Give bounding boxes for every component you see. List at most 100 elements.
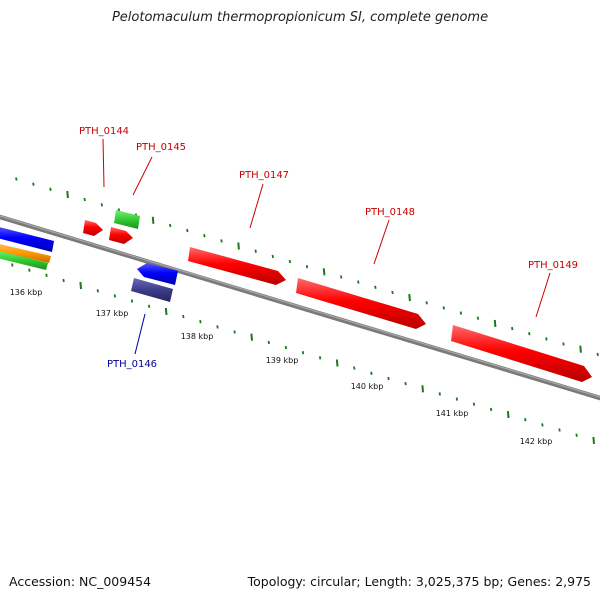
outer-minor-tick bbox=[476, 316, 480, 320]
inner-major-tick bbox=[79, 282, 82, 290]
outer-major-tick bbox=[408, 294, 411, 302]
inner-minor-tick bbox=[182, 314, 185, 319]
outer-minor-tick bbox=[83, 197, 86, 202]
gene-label-pth-0145: PTH_0145 bbox=[136, 142, 186, 153]
outer-minor-tick bbox=[32, 182, 35, 186]
inner-minor-tick bbox=[387, 376, 390, 381]
outer-minor-tick bbox=[545, 337, 548, 341]
outer-minor-tick bbox=[528, 332, 531, 336]
outer-minor-tick bbox=[15, 177, 18, 181]
inner-tick-row bbox=[11, 263, 595, 444]
gene-label-pth-0146: PTH_0146 bbox=[107, 359, 157, 370]
outer-minor-tick bbox=[596, 352, 599, 357]
outer-tick-row bbox=[15, 177, 599, 357]
outer-minor-tick bbox=[391, 290, 394, 295]
gene-label-pth-0149: PTH_0149 bbox=[528, 260, 578, 271]
outer-minor-tick bbox=[357, 280, 360, 284]
map-title: Pelotomaculum thermopropionicum SI, comp… bbox=[111, 10, 489, 25]
outer-minor-tick bbox=[340, 275, 343, 279]
gene-label-pth-0144: PTH_0144 bbox=[79, 126, 129, 137]
inner-minor-tick bbox=[62, 278, 65, 283]
inner-minor-tick bbox=[11, 263, 14, 267]
inner-minor-tick bbox=[541, 423, 544, 427]
gene-arrow-pth-0145 bbox=[109, 227, 133, 244]
outer-minor-tick bbox=[305, 265, 309, 269]
outer-minor-tick bbox=[425, 301, 428, 305]
inner-minor-tick bbox=[130, 299, 134, 303]
forward-genes bbox=[83, 220, 592, 382]
gene-arrow-pth-0148 bbox=[296, 278, 426, 329]
inner-minor-tick bbox=[489, 407, 493, 412]
inner-major-tick bbox=[164, 307, 168, 315]
scale-label-140: 140 kbp bbox=[351, 382, 384, 391]
leader-line-pth-0144 bbox=[102, 138, 105, 188]
outer-major-tick bbox=[151, 216, 155, 224]
inner-minor-tick bbox=[233, 330, 236, 334]
scale-label-137: 137 kbp bbox=[96, 309, 129, 318]
scale-label-136: 136 kbp bbox=[10, 288, 43, 297]
leader-line-pth-0145 bbox=[132, 156, 153, 196]
inner-minor-tick bbox=[455, 397, 459, 401]
inner-minor-tick bbox=[318, 356, 322, 360]
inner-minor-tick bbox=[267, 340, 270, 345]
inner-minor-tick bbox=[28, 268, 31, 272]
gene-label-pth-0147: PTH_0147 bbox=[239, 170, 289, 181]
gene-label-pth-0148: PTH_0148 bbox=[365, 207, 415, 218]
leader-lines bbox=[102, 138, 551, 355]
outer-minor-tick bbox=[562, 342, 565, 346]
inner-major-tick bbox=[592, 436, 595, 444]
inner-minor-tick bbox=[575, 433, 578, 437]
outer-minor-tick bbox=[49, 187, 52, 191]
inner-minor-tick bbox=[301, 351, 305, 355]
outer-minor-tick bbox=[186, 228, 189, 233]
scale-label-138: 138 kbp bbox=[181, 332, 214, 341]
outer-minor-tick bbox=[100, 203, 103, 207]
outer-minor-tick bbox=[254, 249, 257, 253]
inner-minor-tick bbox=[404, 381, 407, 386]
inner-minor-tick bbox=[524, 418, 527, 422]
outer-minor-tick bbox=[459, 311, 463, 315]
genome-backbone bbox=[0, 214, 600, 401]
inner-minor-tick bbox=[353, 366, 356, 370]
inner-major-tick bbox=[506, 411, 510, 419]
outer-major-tick bbox=[579, 345, 582, 353]
leader-line-pth-0149 bbox=[535, 272, 551, 318]
purple-feature bbox=[131, 278, 173, 302]
outer-minor-tick bbox=[203, 234, 206, 238]
inner-minor-tick bbox=[472, 402, 476, 406]
inner-minor-tick bbox=[370, 371, 373, 375]
gene-arrow-pth-0147 bbox=[188, 247, 286, 285]
outer-major-tick bbox=[322, 268, 326, 276]
scale-label-142: 142 kbp bbox=[520, 437, 553, 446]
inner-major-tick bbox=[250, 333, 253, 341]
reverse-genes bbox=[131, 263, 178, 302]
gene-arrow-pth-0144 bbox=[83, 220, 103, 236]
inner-minor-tick bbox=[216, 325, 219, 329]
green-feature bbox=[114, 210, 140, 229]
inner-minor-tick bbox=[558, 428, 561, 432]
outer-minor-tick bbox=[271, 254, 274, 259]
scale-label-141: 141 kbp bbox=[436, 409, 469, 418]
inner-minor-tick bbox=[113, 294, 117, 298]
outer-minor-tick bbox=[220, 239, 223, 243]
left-feature-tracks bbox=[0, 227, 54, 270]
green-track-bar bbox=[0, 251, 48, 270]
scale-label-139: 139 kbp bbox=[266, 356, 299, 365]
inner-major-tick bbox=[335, 359, 339, 367]
gene-arrow-pth-0149 bbox=[451, 325, 592, 382]
outer-minor-tick bbox=[511, 326, 514, 331]
gene-arrow-pth-0146 bbox=[137, 263, 178, 285]
inner-minor-tick bbox=[96, 289, 99, 293]
orange-track-bar bbox=[0, 244, 51, 263]
inner-minor-tick bbox=[147, 304, 151, 308]
outer-major-tick bbox=[493, 319, 497, 327]
outer-major-tick bbox=[237, 242, 240, 250]
leader-line-pth-0148 bbox=[373, 219, 390, 265]
leader-line-pth-0146 bbox=[134, 313, 146, 355]
inner-major-tick bbox=[421, 385, 424, 393]
outer-major-tick bbox=[66, 190, 69, 199]
outer-minor-tick bbox=[288, 259, 292, 264]
outer-minor-tick bbox=[374, 285, 377, 289]
inner-minor-tick bbox=[45, 273, 48, 277]
